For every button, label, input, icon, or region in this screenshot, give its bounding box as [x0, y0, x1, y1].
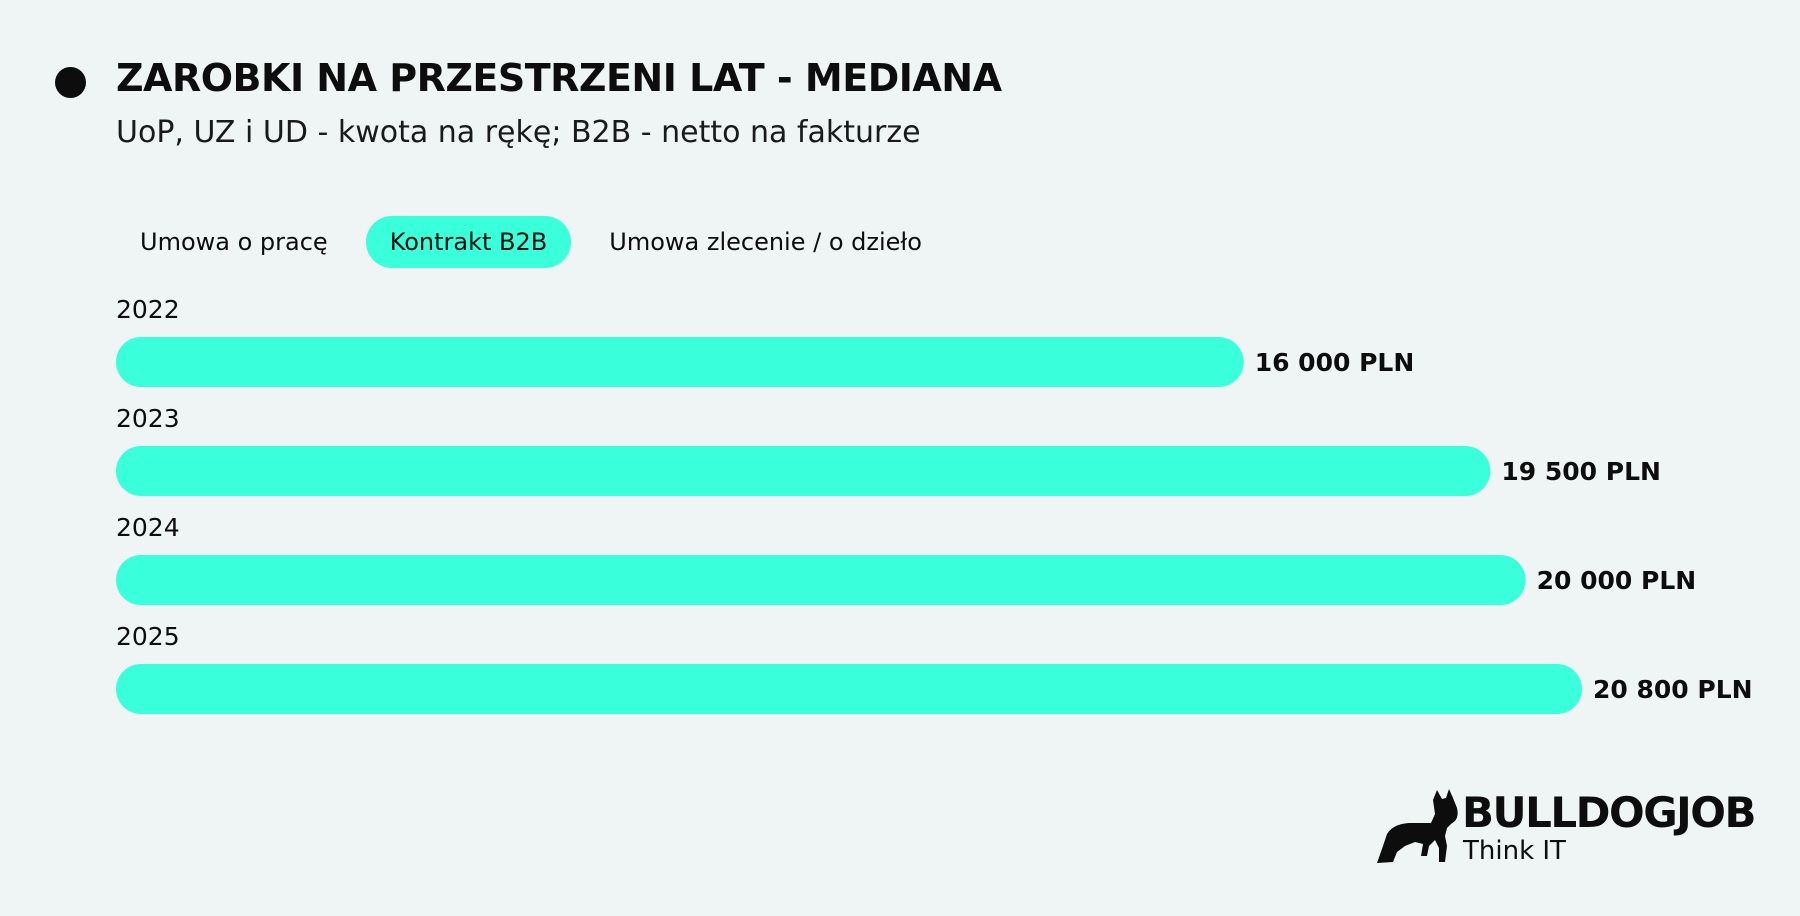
- value-label: 19 500 PLN: [1501, 457, 1661, 486]
- tab-umowa-zlecenie[interactable]: Umowa zlecenie / o dzieło: [609, 228, 922, 256]
- bar-2023: [116, 446, 1491, 496]
- bulldog-icon: [1377, 789, 1458, 863]
- chart-subtitle: UoP, UZ i UD - kwota na rękę; B2B - nett…: [116, 115, 921, 150]
- value-label: 20 800 PLN: [1593, 675, 1753, 704]
- value-label: 20 000 PLN: [1537, 566, 1697, 595]
- contract-type-tabs: Umowa o pracę Kontrakt B2B Umowa zleceni…: [116, 216, 946, 268]
- salary-bar-chart: 2022 16 000 PLN 2023 19 500 PLN 2024 20 000 P…: [116, 295, 1753, 714]
- bar-2025: [116, 664, 1582, 714]
- year-label: 2025: [116, 622, 180, 651]
- year-label: 2022: [116, 295, 180, 324]
- bulldogjob-logo: [1377, 789, 1458, 863]
- title-bullet: [55, 67, 86, 98]
- brand-tagline: Think IT: [1463, 836, 1566, 866]
- value-label: 16 000 PLN: [1255, 348, 1415, 377]
- bar-2024: [116, 555, 1526, 605]
- chart-title: ZAROBKI NA PRZESTRZENI LAT - MEDIANA: [116, 56, 1002, 100]
- tab-umowa-o-prace[interactable]: Umowa o pracę: [140, 228, 328, 256]
- tab-kontrakt-b2b[interactable]: Kontrakt B2B: [365, 216, 572, 268]
- brand-name: BULLDOGJOB: [1462, 788, 1757, 837]
- year-label: 2023: [116, 404, 180, 433]
- bar-2022: [116, 337, 1244, 387]
- year-label: 2024: [116, 513, 180, 542]
